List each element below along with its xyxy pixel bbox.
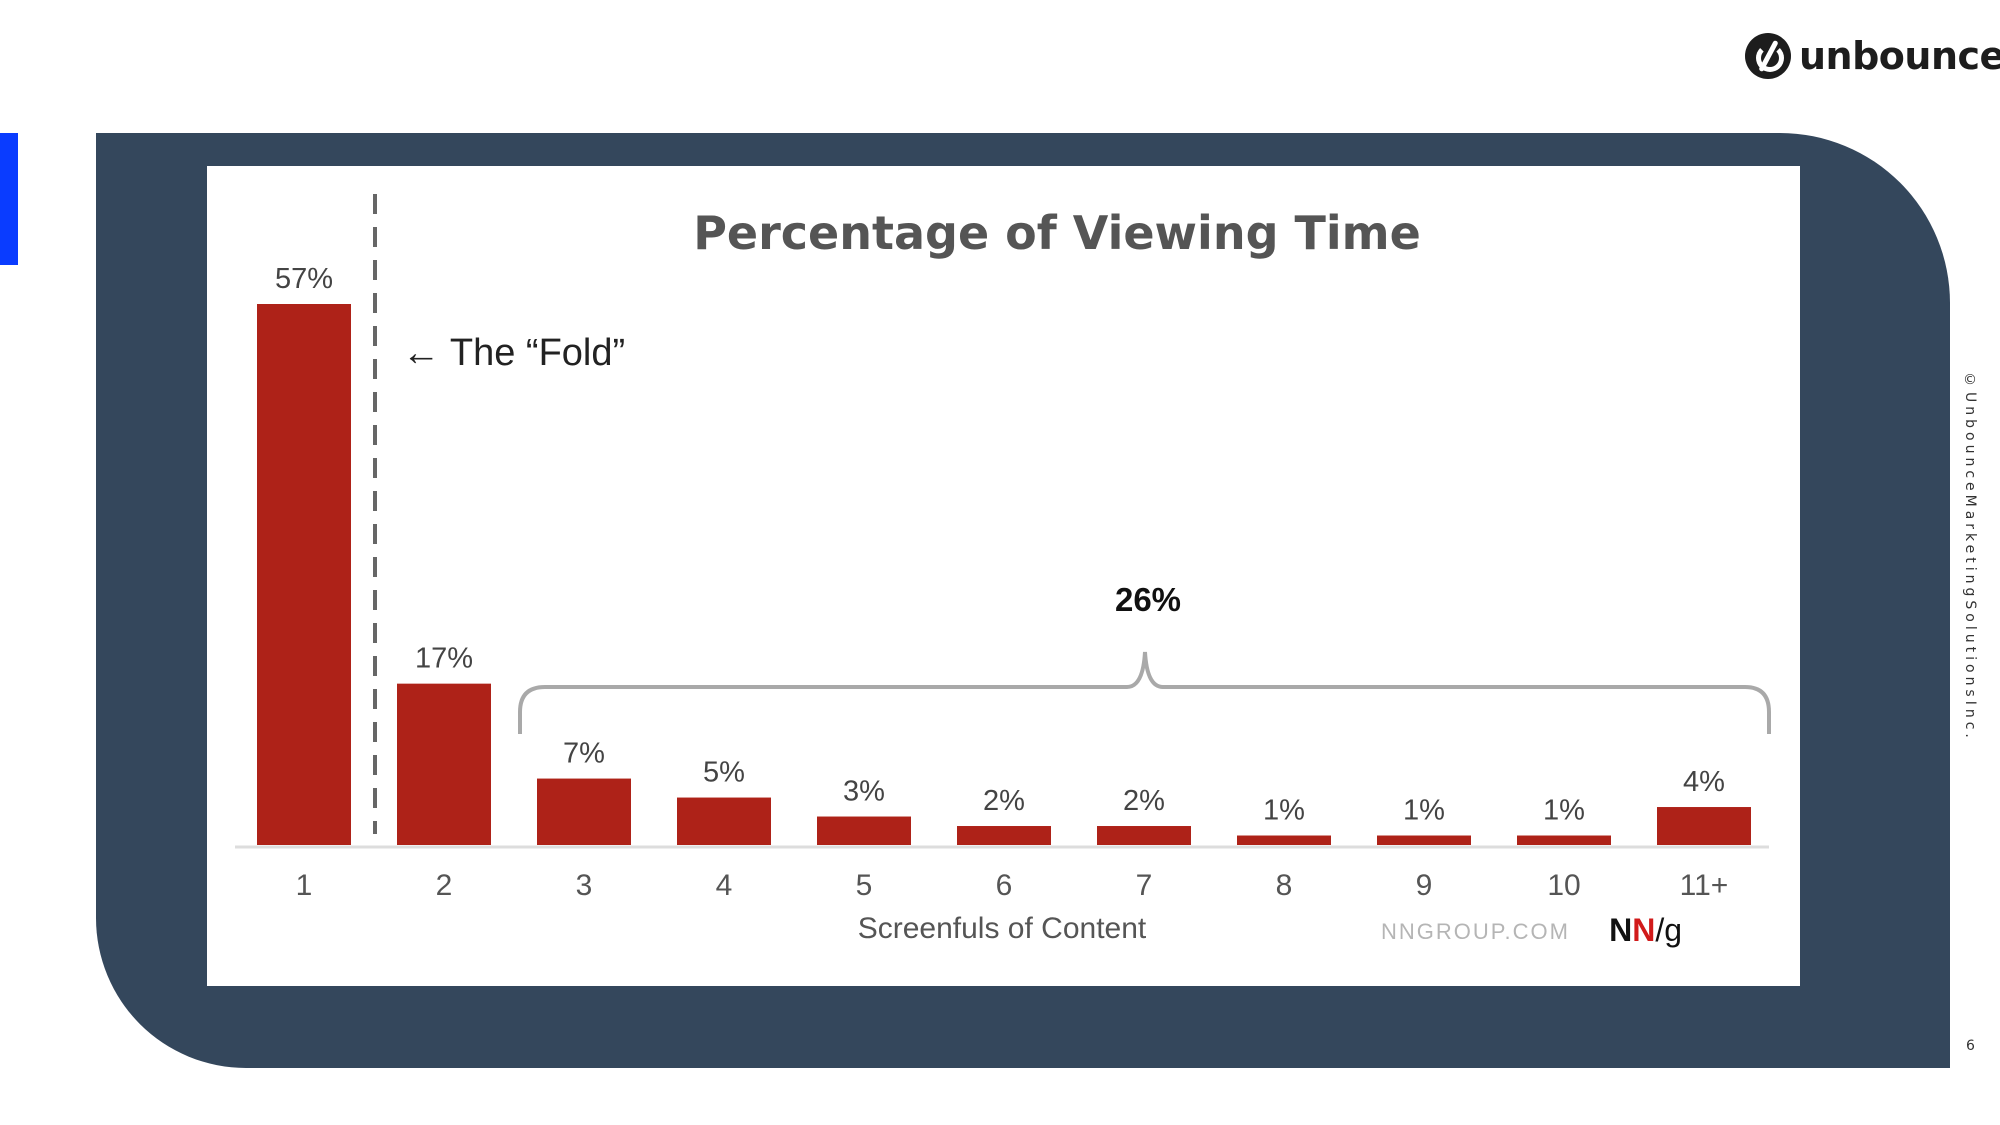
- bar-6: [957, 826, 1051, 845]
- bracket-26-percent: [518, 651, 1771, 734]
- bar-4: [677, 797, 771, 845]
- bar-1: [257, 304, 351, 845]
- chart-title: Percentage of Viewing Time: [693, 206, 1421, 260]
- nng-logo: NN/g: [1609, 912, 1682, 948]
- bar-value-label: 57%: [275, 263, 333, 295]
- bar-value-label: 2%: [983, 785, 1025, 817]
- x-tick-label: 3: [576, 869, 593, 902]
- x-tick-label: 4: [716, 869, 733, 902]
- x-tick-label: 7: [1136, 869, 1153, 902]
- x-tick-label: 10: [1547, 869, 1580, 902]
- bar-5: [817, 816, 911, 845]
- bar-value-label: 7%: [563, 738, 605, 770]
- x-tick-label: 2: [436, 869, 453, 902]
- bar-value-label: 1%: [1263, 795, 1305, 827]
- bar-value-label: 3%: [843, 776, 885, 808]
- x-tick-label: 8: [1276, 869, 1293, 902]
- x-tick-label: 5: [856, 869, 873, 902]
- bar-10: [1517, 835, 1611, 845]
- bar-11+: [1657, 807, 1751, 845]
- x-axis-label: Screenfuls of Content: [858, 912, 1147, 945]
- bar-8: [1237, 835, 1331, 845]
- source-credit: NNGROUP.COM: [1381, 919, 1570, 944]
- viewing-time-chart: Percentage of Viewing Time ← The “Fold” …: [235, 194, 1771, 948]
- slide-accent-bar: [0, 133, 18, 265]
- bar-value-label: 5%: [703, 757, 745, 789]
- bar-3: [537, 778, 631, 845]
- copyright-notice: ©UnbounceMarketingSolutionsInc.: [1962, 372, 1978, 742]
- bar-value-label: 1%: [1403, 795, 1445, 827]
- bar-value-label: 2%: [1123, 785, 1165, 817]
- x-tick-label: 6: [996, 869, 1013, 902]
- bar-2: [397, 683, 491, 845]
- page-number: 6: [1966, 1038, 1975, 1054]
- x-tick-label: 1: [296, 869, 313, 902]
- bracket-label: 26%: [1115, 581, 1181, 618]
- brand-name: unbounce: [1799, 34, 2000, 78]
- x-tick-label: 11+: [1680, 869, 1729, 902]
- bar-7: [1097, 826, 1191, 845]
- unbounce-logo-icon: [1745, 33, 1791, 79]
- unbounce-logo: unbounce: [1745, 30, 2000, 82]
- fold-label: ← The “Fold”: [402, 332, 625, 374]
- bar-9: [1377, 835, 1471, 845]
- bar-value-label: 4%: [1683, 766, 1725, 798]
- chart-card: Percentage of Viewing Time ← The “Fold” …: [207, 166, 1800, 986]
- bar-value-label: 1%: [1543, 795, 1585, 827]
- bar-value-label: 17%: [415, 643, 473, 675]
- x-tick-label: 9: [1416, 869, 1433, 902]
- bar-group: 57% 1 17% 2 7% 3 5% 4 3% 5 2% 6 2% 7 1% 8 1% 9 1% 10 4% 11+: [257, 263, 1751, 902]
